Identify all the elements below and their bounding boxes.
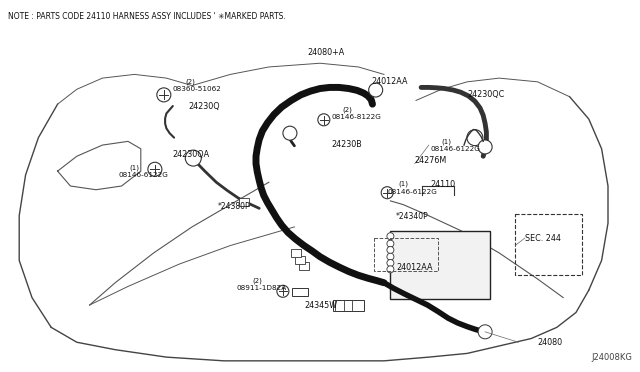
Bar	[292, 288, 308, 296]
Circle shape	[387, 240, 394, 247]
Text: 08146-6122G: 08146-6122G	[118, 172, 168, 178]
Text: 24110: 24110	[430, 180, 455, 189]
Bar	[374, 238, 438, 271]
Circle shape	[381, 187, 393, 199]
Text: 08360-51062: 08360-51062	[173, 86, 221, 92]
Circle shape	[387, 247, 394, 253]
Bar	[515, 214, 582, 275]
Text: 24230QA: 24230QA	[173, 150, 210, 159]
Circle shape	[283, 126, 297, 140]
Text: SEC. 244: SEC. 244	[525, 234, 561, 243]
Bar	[299, 262, 309, 270]
Text: 24012AA: 24012AA	[397, 263, 433, 272]
Text: 24276M: 24276M	[415, 156, 447, 165]
Circle shape	[387, 253, 394, 260]
Circle shape	[387, 233, 394, 240]
Text: 24080: 24080	[538, 338, 563, 347]
Text: (1): (1)	[398, 181, 408, 187]
Circle shape	[478, 140, 492, 154]
Text: *24340P: *24340P	[396, 212, 428, 221]
Text: 24230QC: 24230QC	[467, 90, 504, 99]
Text: (2): (2)	[253, 278, 262, 284]
Text: (2): (2)	[186, 78, 195, 85]
Bar	[291, 249, 301, 257]
Circle shape	[157, 88, 171, 102]
Circle shape	[387, 260, 394, 266]
Bar	[390, 231, 490, 299]
Circle shape	[467, 129, 483, 146]
Text: J24008KG: J24008KG	[591, 353, 632, 362]
Text: NOTE : PARTS CODE 24110 HARNESS ASSY INCLUDES ' ✳MARKED PARTS.: NOTE : PARTS CODE 24110 HARNESS ASSY INC…	[8, 12, 285, 21]
Text: 24345W: 24345W	[304, 301, 337, 310]
Text: 08146-8122G: 08146-8122G	[332, 114, 381, 120]
Text: (1): (1)	[129, 164, 140, 171]
Text: (2): (2)	[342, 106, 352, 113]
Text: 08146-6122G: 08146-6122G	[430, 146, 480, 152]
Circle shape	[318, 114, 330, 126]
Text: 24080+A: 24080+A	[307, 48, 344, 57]
Circle shape	[148, 162, 162, 176]
Bar	[239, 198, 250, 206]
Text: 24230B: 24230B	[332, 140, 362, 149]
Text: 08911-1D82A: 08911-1D82A	[237, 285, 287, 291]
Text: 24012AA: 24012AA	[371, 77, 408, 86]
Bar	[294, 256, 305, 264]
Text: *24380P: *24380P	[218, 202, 250, 211]
Circle shape	[387, 266, 394, 273]
Text: 24230Q: 24230Q	[189, 102, 220, 110]
Bar	[333, 300, 364, 311]
Circle shape	[277, 285, 289, 297]
Text: (1): (1)	[442, 138, 452, 145]
Circle shape	[369, 83, 383, 97]
Circle shape	[478, 325, 492, 339]
Text: 08146-6122G: 08146-6122G	[387, 189, 437, 195]
Circle shape	[186, 150, 201, 166]
